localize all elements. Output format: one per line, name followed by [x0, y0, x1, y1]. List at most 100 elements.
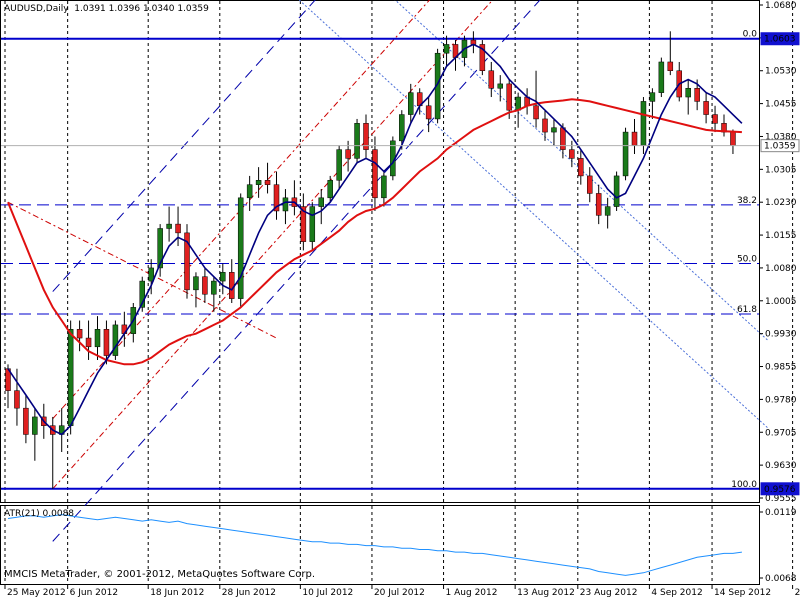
candle-body: [327, 180, 333, 199]
price-tick-label: 1.0305: [765, 165, 797, 175]
candle-body: [649, 92, 656, 102]
time-axis: 25 May 2012 6 Jun 2012 18 Jun 2012 28 Jun 2…: [4, 585, 800, 598]
candle-body: [703, 101, 709, 115]
candle-body: [631, 131, 638, 146]
candle-body: [211, 280, 217, 295]
candle: [533, 70, 539, 128]
price-tick-label: 1.0455: [765, 100, 797, 110]
channel-line: [52, 0, 541, 542]
candle-body: [112, 324, 119, 356]
price-marker-label: 1.0359: [764, 142, 796, 152]
candle: [103, 320, 110, 365]
candle: [282, 189, 289, 225]
channel-line: [52, 0, 316, 292]
candle: [470, 31, 477, 54]
atr-indicator: 0.0119 0.0068: [7, 508, 797, 584]
candle: [157, 224, 163, 277]
candle: [237, 193, 244, 308]
candle-body: [220, 272, 226, 282]
candle: [578, 149, 584, 185]
candle-body: [255, 180, 262, 185]
candle-body: [372, 149, 378, 199]
candle: [399, 110, 405, 150]
atr-axis-top-label: 0.0119: [765, 508, 797, 518]
candle: [309, 202, 316, 251]
candle: [76, 320, 83, 352]
candle-body: [515, 96, 521, 111]
candle-body: [184, 232, 190, 291]
candle: [631, 118, 638, 154]
candle: [148, 259, 154, 295]
candle-body: [640, 101, 647, 146]
candle-body: [300, 206, 307, 242]
time-tick-label: 4 Sep 2012: [651, 588, 702, 598]
time-tick-label: 25 May 2012: [7, 588, 66, 598]
time-tick-label: 1 Aug 2012: [446, 588, 498, 598]
candle: [622, 127, 629, 181]
candle: [685, 79, 691, 115]
price-tick-label: 1.0155: [765, 231, 797, 241]
candle-body: [542, 118, 548, 133]
price-tick-label: 0.9855: [765, 363, 797, 373]
candle-body: [229, 272, 235, 299]
candle: [166, 206, 172, 242]
atr-line: [7, 514, 742, 576]
candle: [67, 320, 74, 435]
candle-body: [712, 114, 718, 124]
candle: [94, 316, 101, 360]
candle-body: [578, 158, 584, 177]
candle-body: [425, 105, 432, 120]
candle: [676, 61, 682, 102]
candle-body: [336, 149, 342, 181]
price-tick-label: 1.0080: [765, 264, 797, 274]
price-tick-label: 1.0530: [765, 67, 797, 77]
atr-axis-bottom-label: 0.0068: [765, 574, 797, 584]
candle-body: [32, 416, 38, 435]
candle-body: [408, 92, 414, 115]
candle: [300, 193, 307, 251]
candle-body: [434, 52, 441, 120]
moving-averages: [7, 43, 743, 436]
fast-moving-average: [7, 43, 743, 436]
candle-body: [658, 61, 665, 93]
ohlc-values: 1.0391 1.0396 1.0340 1.0359: [74, 4, 209, 14]
candle-body: [613, 175, 620, 207]
candle: [703, 92, 709, 124]
atr-label: ATR(21) 0.0088: [4, 509, 75, 519]
candle: [587, 167, 593, 203]
candle-body: [569, 149, 575, 159]
candle-body: [148, 267, 154, 282]
fib-level-label: 38.2: [737, 196, 757, 206]
candle: [721, 114, 727, 137]
candle-body: [551, 127, 557, 133]
candle: [112, 320, 119, 360]
candle-body: [264, 180, 271, 185]
fib-level-label: 50.0: [737, 255, 757, 265]
candle: [58, 408, 65, 452]
time-tick-label: 18 Jun 2012: [150, 588, 204, 598]
candle-body: [685, 88, 691, 98]
candle-body: [193, 276, 199, 291]
candle: [363, 114, 369, 159]
price-marker-box: [760, 482, 800, 496]
candle-body: [67, 329, 74, 426]
price-marker-box: [760, 32, 800, 46]
channel-line: [52, 0, 494, 490]
candle-body: [282, 197, 289, 212]
price-marker-label: 0.9576: [764, 485, 796, 495]
candle-body: [202, 276, 208, 295]
candle-body: [23, 407, 29, 435]
time-tick-label: 13 Aug 2012: [517, 588, 575, 598]
candle-body: [381, 175, 387, 199]
candle: [551, 118, 557, 146]
candle-body: [157, 228, 163, 269]
candle-body: [85, 337, 92, 348]
candle-body: [730, 131, 736, 146]
candle-body: [246, 184, 253, 199]
candle: [667, 31, 674, 76]
descending-channel-line: [394, 0, 770, 342]
candle-body: [175, 223, 181, 234]
candle-body: [103, 329, 110, 356]
candle: [202, 267, 208, 303]
